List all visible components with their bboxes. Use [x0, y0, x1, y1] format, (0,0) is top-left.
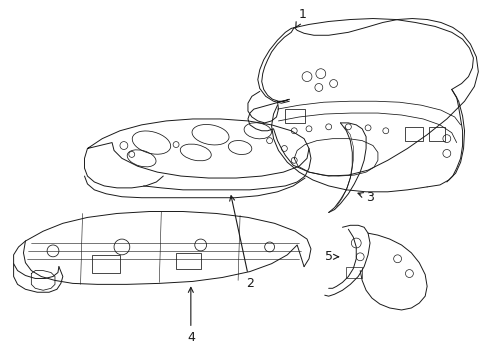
Text: 4: 4 [186, 287, 194, 344]
Bar [346, 267, 362, 278]
Bar [428, 127, 444, 141]
Bar [405, 127, 422, 141]
Text: 3: 3 [357, 191, 373, 204]
Text: 5: 5 [324, 250, 338, 263]
Bar [176, 253, 200, 269]
Text: 1: 1 [295, 8, 306, 27]
Bar [285, 109, 305, 123]
Bar [92, 255, 120, 273]
Text: 2: 2 [229, 196, 253, 290]
